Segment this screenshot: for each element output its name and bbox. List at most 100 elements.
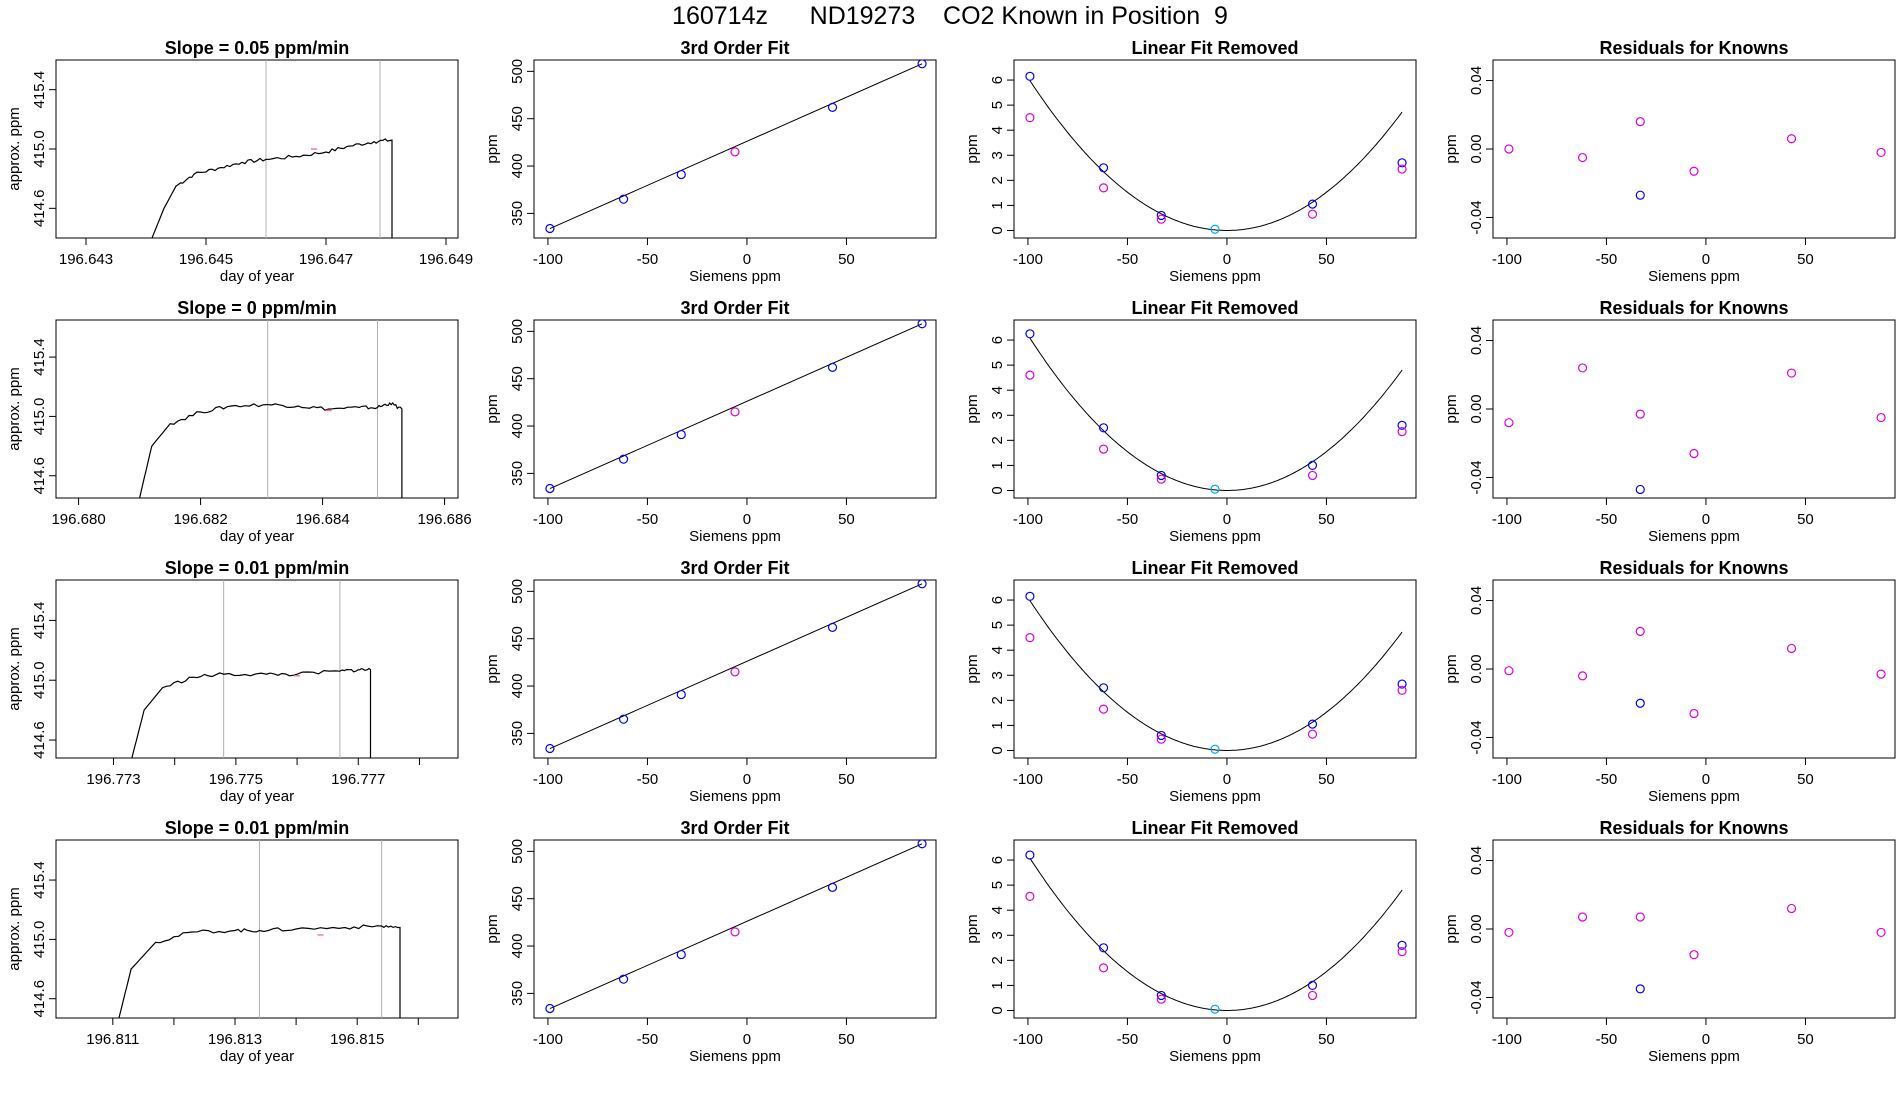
- y-tick-label: 415.0: [31, 661, 48, 699]
- y-tick-label: 4: [989, 906, 1006, 914]
- data-point: [1689, 448, 1699, 459]
- y-tick-label: 415.0: [31, 921, 48, 959]
- y-tick-label: 500: [509, 319, 526, 344]
- y-tick-label: 5: [989, 101, 1006, 109]
- x-tick-label: 0: [743, 511, 751, 528]
- data-point: [1025, 891, 1035, 902]
- y-tick-label: 0.00: [1468, 394, 1485, 423]
- y-tick-label: 350: [509, 201, 526, 226]
- data-point: [1025, 591, 1035, 601]
- x-axis-label: day of year: [220, 788, 294, 805]
- fit-line: [549, 843, 923, 1009]
- data-point: [827, 882, 838, 892]
- x-axis-label: Siemens ppm: [1648, 788, 1740, 805]
- plot-frame: [1013, 579, 1417, 759]
- data-point: [676, 949, 686, 960]
- y-tick-label: 414.6: [31, 721, 48, 759]
- x-tick-label: 0: [743, 1031, 751, 1048]
- plot-title: Slope = 0 ppm/min: [177, 298, 337, 318]
- x-tick-label: 196.815: [330, 1031, 384, 1048]
- plot-area: [118, 840, 401, 1018]
- x-tick-label: -50: [1117, 771, 1139, 788]
- y-tick-label: -0.04: [1468, 980, 1485, 1014]
- y-tick-label: 450: [509, 886, 526, 911]
- data-point: [1876, 412, 1886, 423]
- y-tick-label: 0: [989, 226, 1006, 234]
- x-tick-label: 196.643: [59, 251, 113, 268]
- plot-title: 3rd Order Fit: [680, 558, 789, 578]
- fit-curve: [1029, 600, 1403, 751]
- data-point: [827, 622, 838, 632]
- data-point: [1098, 444, 1109, 454]
- panel-fit3-row-2: 3rd Order Fit -100 -50 0 50 350 400 450 500 Sieme…: [484, 558, 937, 805]
- data-point: [917, 840, 927, 849]
- plot-frame: [1492, 319, 1896, 499]
- x-tick-label: -50: [637, 511, 659, 528]
- x-tick-label: -50: [1596, 511, 1618, 528]
- plot-frame: [1492, 839, 1896, 1019]
- y-tick-label: 1: [989, 461, 1006, 469]
- data-point: [730, 927, 740, 937]
- data-point: [1025, 113, 1035, 123]
- data-point: [1397, 158, 1407, 168]
- plot-area: [131, 580, 372, 758]
- y-tick-label: 350: [509, 981, 526, 1006]
- x-axis-label: Siemens ppm: [1648, 268, 1740, 285]
- y-tick-label: 6: [989, 596, 1006, 604]
- x-tick-label: 0: [743, 251, 751, 268]
- plot-area: [1025, 329, 1407, 494]
- plot-frame: [55, 319, 459, 499]
- data-point: [1098, 163, 1109, 173]
- plot-frame: [55, 839, 459, 1019]
- x-tick-label: 50: [1318, 251, 1335, 268]
- y-tick-label: 5: [989, 621, 1006, 629]
- data-point: [1397, 164, 1407, 174]
- data-point: [1025, 370, 1035, 380]
- y-tick-label: 2: [989, 956, 1006, 964]
- data-point: [545, 223, 555, 234]
- x-tick-label: 0: [1223, 251, 1231, 268]
- x-tick-label: 0: [1223, 771, 1231, 788]
- data-point: [676, 169, 686, 180]
- data-point: [1577, 152, 1588, 163]
- y-axis-label: ppm: [484, 394, 501, 423]
- plot-area: [1504, 117, 1886, 200]
- data-point: [1025, 329, 1035, 339]
- plot-frame: [533, 59, 937, 239]
- y-axis-label: ppm: [1443, 654, 1460, 683]
- plot-frame: [1013, 59, 1417, 239]
- plot-area: [545, 580, 927, 754]
- y-tick-label: 6: [989, 336, 1006, 344]
- x-tick-label: 0: [1223, 511, 1231, 528]
- y-axis-label: ppm: [964, 914, 981, 943]
- x-tick-label: -50: [1596, 251, 1618, 268]
- x-tick-label: -50: [637, 1031, 659, 1048]
- x-tick-label: 50: [1318, 771, 1335, 788]
- y-tick-label: -0.04: [1468, 200, 1485, 234]
- x-axis-label: Siemens ppm: [689, 268, 781, 285]
- data-point: [1786, 134, 1797, 144]
- x-tick-label: 50: [838, 251, 855, 268]
- data-point: [1689, 166, 1699, 176]
- y-tick-label: 400: [509, 414, 526, 439]
- x-tick-label: 50: [1797, 771, 1814, 788]
- plot-title: Linear Fit Removed: [1131, 558, 1298, 578]
- data-point: [1635, 626, 1645, 636]
- y-tick-label: 1: [989, 721, 1006, 729]
- data-point: [1210, 224, 1220, 234]
- plot-title: Residuals for Knowns: [1599, 818, 1788, 838]
- data-point: [1635, 409, 1645, 419]
- data-point: [1635, 484, 1645, 495]
- data-point: [1397, 679, 1407, 689]
- plot-title: Slope = 0.01 ppm/min: [165, 818, 350, 838]
- data-point: [1504, 144, 1514, 154]
- x-tick-label: -100: [1013, 511, 1043, 528]
- data-point: [1577, 912, 1588, 922]
- ppm-trace: [151, 138, 393, 238]
- y-tick-label: 415.4: [31, 338, 48, 376]
- x-tick-label: 196.645: [179, 251, 233, 268]
- panel-trace-row-1: Slope = 0 ppm/min 196.680 196.682 196.684 19…: [6, 298, 472, 545]
- x-tick-label: 196.773: [86, 771, 140, 788]
- y-tick-label: 414.6: [31, 980, 48, 1018]
